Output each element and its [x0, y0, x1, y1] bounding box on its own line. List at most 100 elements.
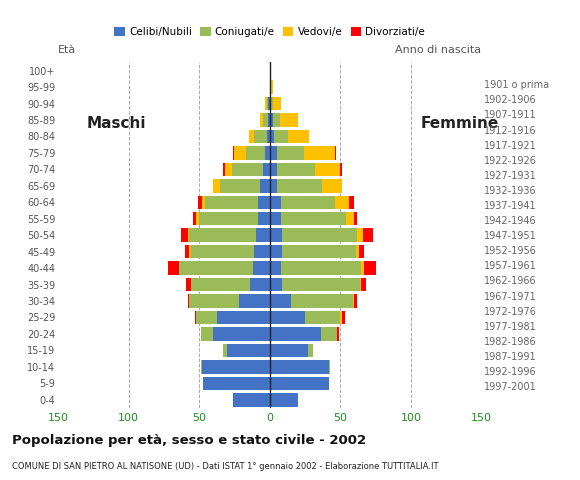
Bar: [270, 212, 281, 226]
Bar: [202, 195, 205, 209]
Bar: [342, 311, 345, 324]
Bar: [280, 113, 298, 127]
Bar: [340, 163, 342, 176]
Bar: [270, 130, 274, 143]
Bar: [270, 311, 305, 324]
Bar: [269, 113, 270, 127]
Bar: [271, 80, 273, 94]
Bar: [223, 163, 224, 176]
Bar: [246, 146, 266, 160]
Text: COMUNE DI SAN PIETRO AL NATISONE (UD) - Dati ISTAT 1° gennaio 2002 - Elaborazion: COMUNE DI SAN PIETRO AL NATISONE (UD) - …: [12, 462, 438, 471]
Bar: [270, 377, 329, 390]
Bar: [321, 327, 338, 341]
Bar: [263, 113, 269, 127]
Bar: [270, 245, 282, 258]
Bar: [266, 97, 267, 110]
Bar: [270, 327, 321, 341]
Bar: [185, 245, 189, 258]
Bar: [204, 377, 270, 390]
Bar: [186, 278, 191, 291]
Bar: [353, 294, 354, 308]
Bar: [270, 360, 329, 373]
Bar: [168, 262, 179, 275]
Bar: [282, 245, 356, 258]
Bar: [253, 262, 270, 275]
Bar: [277, 163, 315, 176]
Bar: [260, 113, 263, 127]
Bar: [363, 228, 373, 242]
Bar: [191, 245, 254, 258]
Text: Maschi: Maschi: [86, 116, 146, 131]
Bar: [270, 97, 271, 110]
Bar: [270, 278, 282, 291]
Bar: [303, 146, 335, 160]
Bar: [273, 113, 280, 127]
Bar: [270, 393, 298, 407]
Bar: [199, 212, 259, 226]
Bar: [266, 146, 270, 160]
Bar: [361, 262, 364, 275]
Bar: [259, 195, 270, 209]
Bar: [270, 294, 291, 308]
Bar: [259, 212, 270, 226]
Bar: [196, 311, 218, 324]
Bar: [282, 278, 360, 291]
Bar: [267, 130, 270, 143]
Bar: [322, 179, 342, 192]
Bar: [260, 179, 270, 192]
Bar: [270, 344, 308, 357]
Bar: [196, 212, 199, 226]
Bar: [277, 146, 303, 160]
Bar: [181, 228, 188, 242]
Bar: [188, 228, 189, 242]
Bar: [338, 327, 339, 341]
Bar: [281, 212, 346, 226]
Bar: [358, 245, 364, 258]
Bar: [195, 311, 196, 324]
Bar: [349, 195, 354, 209]
Bar: [361, 278, 365, 291]
Bar: [270, 64, 271, 77]
Text: Età: Età: [58, 45, 76, 55]
Bar: [315, 163, 340, 176]
Bar: [340, 311, 342, 324]
Bar: [263, 163, 270, 176]
Bar: [213, 179, 220, 192]
Bar: [270, 113, 273, 127]
Bar: [191, 278, 250, 291]
Bar: [254, 245, 270, 258]
Bar: [194, 212, 196, 226]
Bar: [254, 130, 267, 143]
Bar: [356, 245, 358, 258]
Bar: [346, 212, 354, 226]
Bar: [202, 360, 270, 373]
Bar: [291, 294, 353, 308]
Bar: [288, 130, 309, 143]
Bar: [201, 327, 213, 341]
Bar: [354, 294, 357, 308]
Bar: [250, 278, 270, 291]
Bar: [198, 195, 202, 209]
Bar: [189, 245, 191, 258]
Bar: [269, 97, 270, 110]
Text: Anno di nascita: Anno di nascita: [396, 45, 481, 55]
Bar: [238, 294, 270, 308]
Bar: [267, 97, 269, 110]
Bar: [277, 179, 322, 192]
Bar: [224, 163, 231, 176]
Bar: [270, 146, 277, 160]
Bar: [335, 195, 349, 209]
Text: Popolazione per età, sesso e stato civile - 2002: Popolazione per età, sesso e stato civil…: [12, 434, 366, 447]
Bar: [274, 130, 288, 143]
Bar: [179, 262, 253, 275]
Bar: [270, 195, 281, 209]
Bar: [305, 311, 340, 324]
Bar: [270, 163, 277, 176]
Bar: [335, 146, 336, 160]
Bar: [270, 228, 282, 242]
Bar: [248, 130, 254, 143]
Bar: [364, 262, 376, 275]
Bar: [256, 228, 270, 242]
Bar: [213, 327, 270, 341]
Bar: [281, 195, 335, 209]
